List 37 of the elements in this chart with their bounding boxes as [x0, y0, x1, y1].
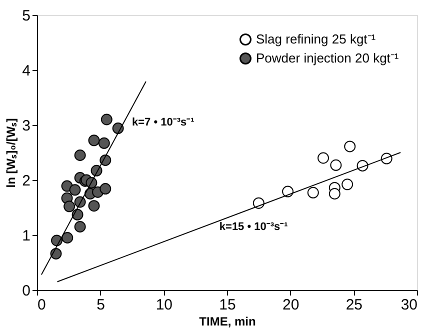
y-tick-label: 2 [22, 172, 30, 190]
x-tick-label: 5 [96, 296, 106, 314]
y-axis-title: ln [Wₛ]₀/[Wₛ] [4, 118, 18, 188]
point [307, 186, 319, 198]
point [74, 221, 86, 232]
point [100, 183, 112, 195]
point [88, 134, 100, 146]
annotation: k=7 • 10⁻³s⁻¹ [132, 116, 195, 128]
y-tick-label: 0 [22, 282, 30, 300]
legend-label: Powder injection 20 kgt⁻¹ [256, 50, 400, 66]
x-tick-label: 10 [156, 296, 173, 314]
point [330, 159, 342, 171]
y-tick-label: 3 [22, 118, 30, 134]
x-tick-label: 20 [282, 296, 300, 314]
x-tick-label: 30 [400, 296, 418, 314]
point [342, 178, 354, 190]
x-axis-title: TIME, min [199, 314, 256, 328]
point [69, 184, 81, 196]
point [100, 114, 112, 126]
y-tick-label: 1 [22, 228, 30, 244]
y-tick-label: 5 [22, 8, 30, 24]
point [98, 137, 110, 149]
point [318, 152, 330, 164]
annotation: k=15 • 10⁻³s⁻¹ [219, 220, 288, 233]
x-tick-label: 25 [346, 296, 363, 314]
point [72, 208, 84, 220]
point [62, 232, 74, 244]
point [74, 150, 86, 161]
point [50, 248, 62, 260]
y-tick-label: 4 [22, 62, 30, 80]
point [328, 188, 340, 200]
point [64, 200, 76, 212]
point [344, 140, 356, 152]
x-tick-label: 15 [219, 296, 236, 314]
x-tick-label: 0 [38, 296, 46, 314]
point [88, 200, 100, 212]
legend-label: Slag refining 25 kgt⁻¹ [256, 32, 376, 46]
